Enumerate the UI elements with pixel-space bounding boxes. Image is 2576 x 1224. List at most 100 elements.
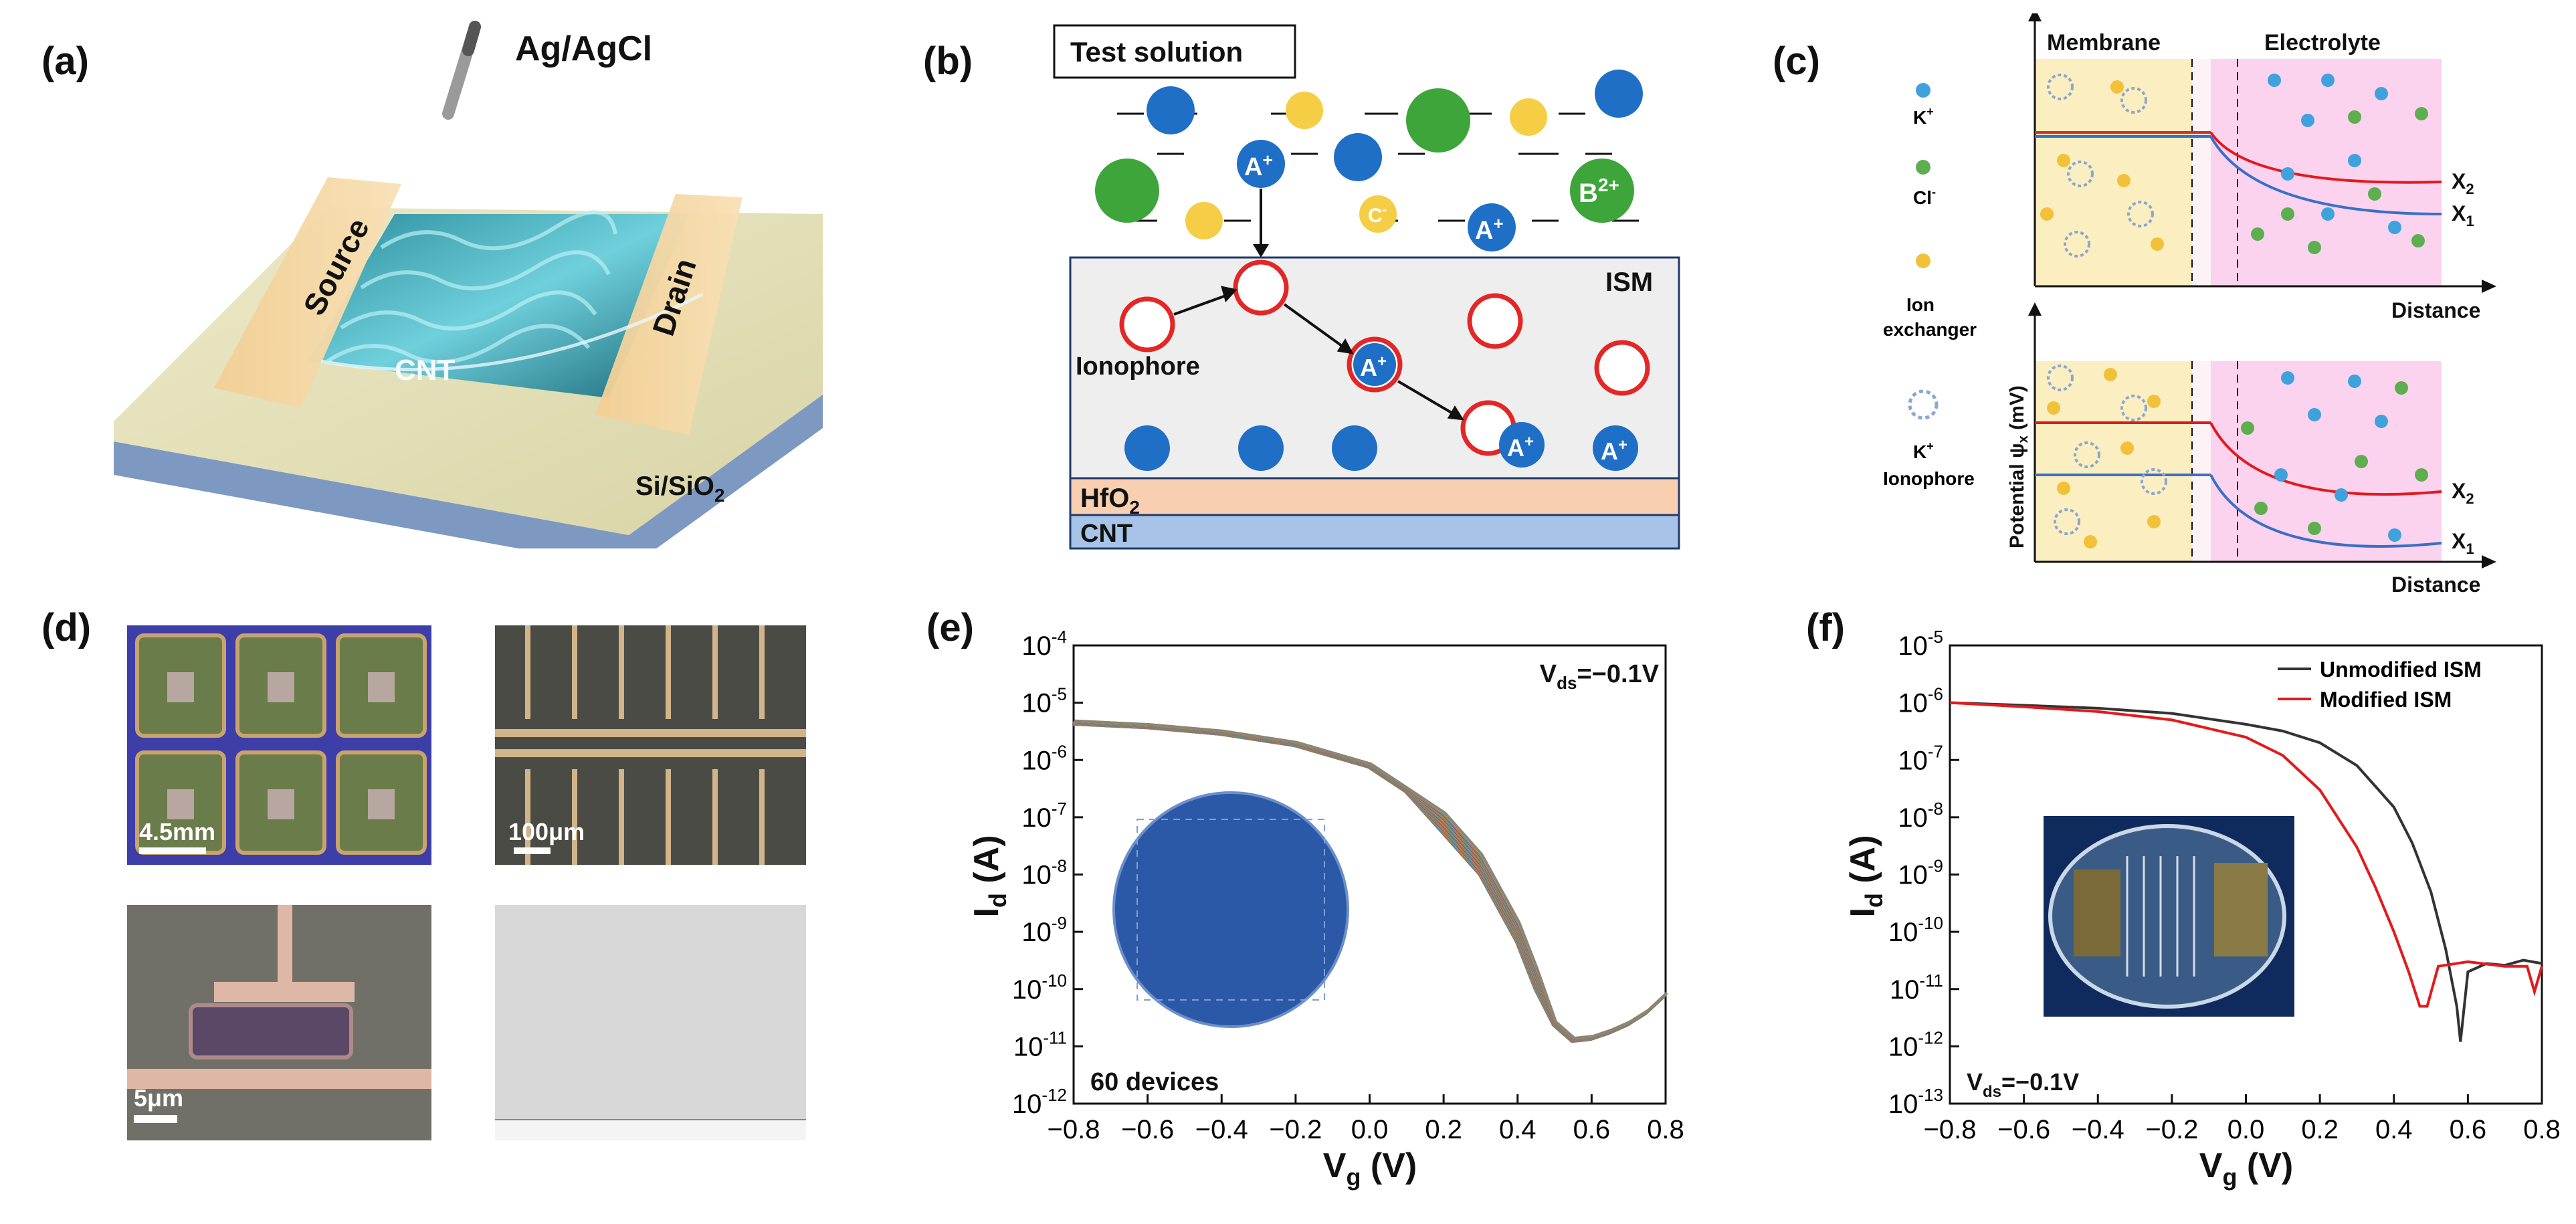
ionophore (1467, 293, 1523, 349)
ion-a-plus (1593, 425, 1638, 471)
y-tick-label: 10-5 (1898, 627, 1943, 661)
y-tick-label: 10-12 (1012, 1085, 1067, 1119)
y-tick-label: 10-10 (1012, 971, 1067, 1005)
series-line-modified (1949, 701, 2543, 1008)
test-solution-title: Test solution (1070, 36, 1243, 68)
svg-text:X1: X1 (2452, 201, 2474, 229)
solution-ion (1595, 70, 1643, 118)
y-tick-label: 10-8 (1021, 856, 1067, 890)
panel-label-e: (e) (926, 606, 974, 649)
panel-label-c: (c) (1773, 39, 1820, 83)
hfo2-layer (1069, 477, 1680, 516)
cnt-label: CNT (395, 354, 456, 387)
x-tick-label: −0.4 (2072, 1115, 2124, 1144)
y-tick-label: 10-6 (1021, 741, 1067, 775)
chart-e-devices-annotation: 60 devices (1090, 1068, 1219, 1096)
x-tick-label: 0.0 (2227, 1115, 2265, 1144)
chart-f-ylabel: Id (A) (1844, 835, 1888, 917)
electrolyte-region-top (2211, 59, 2442, 286)
ism-label: ISM (1605, 268, 1653, 297)
ion-a-plus (1353, 343, 1396, 386)
svg-text:K+: K+ (1913, 105, 1934, 128)
solution-ion (1406, 88, 1470, 152)
x1-curve-top (2209, 136, 2442, 215)
x-tick-label: 0.8 (2523, 1115, 2561, 1144)
device-curve (1074, 719, 1668, 1040)
panel-f-chart: 10-5 10-6 10-7 10-8 10-9 10-10 10-11 10-12 10-13… (1844, 627, 2561, 1191)
x-tick-label: −0.6 (1997, 1115, 2050, 1144)
legend-label-unmodified: Unmodified ISM (2320, 657, 2482, 682)
ion-a-plus (1499, 422, 1545, 468)
y-tick-label: 10-4 (1021, 627, 1067, 661)
micrograph-electrode-array: 100μm (495, 625, 806, 865)
source-electrode (214, 177, 401, 408)
x1-curve-bottom (2209, 474, 2442, 548)
panel-label-f: (f) (1806, 606, 1845, 649)
y-tick-label: 10-11 (1013, 1027, 1067, 1061)
chart-e-ylabel: Id (A) (967, 835, 1011, 917)
legend-k-dot (1916, 83, 1930, 98)
x-tick-label: −0.2 (2145, 1115, 2198, 1144)
x-axis-top: Distance (2391, 298, 2480, 322)
x2-curve-bottom (2209, 422, 2442, 496)
ion-c-minus (1359, 195, 1397, 233)
x-tick-label: 0.4 (1499, 1115, 1537, 1144)
svg-text:X2: X2 (2452, 169, 2474, 197)
y-tick-label: 10-6 (1898, 684, 1943, 718)
micrograph-sem-cnt-network (495, 905, 806, 1140)
x-tick-label: 0.8 (1647, 1115, 1684, 1144)
svg-text:C-: C- (1368, 203, 1387, 227)
legend-ion-exchanger: Ion (1906, 294, 1935, 315)
scale-bar-label-1: 4.5mm (139, 818, 216, 845)
x-tick-label: 0.6 (1573, 1115, 1611, 1144)
ionophore-label: Ionophore (1076, 352, 1200, 381)
svg-text:A+: A+ (1360, 352, 1387, 381)
x-axis-bottom: Distance (2391, 573, 2480, 595)
y-tick-label: 10-8 (1898, 799, 1943, 833)
membrane-label: Membrane (2047, 30, 2161, 56)
x-tick-label: −0.8 (1924, 1115, 1977, 1144)
scale-bar-label-2: 100μm (508, 818, 585, 845)
y-tick-label: 10-5 (1021, 684, 1067, 718)
micrograph-device-array: 4.5mm (127, 625, 431, 865)
svg-text:Ionophore: Ionophore (1883, 468, 1975, 489)
svg-text:X1: X1 (2452, 529, 2474, 557)
cnt-layer (1069, 514, 1680, 550)
y-axis-label: Potential ψx (mV) (2006, 385, 2031, 548)
y-tick-label: 10-11 (1890, 971, 1943, 1005)
y-tick-label: 10-12 (1888, 1027, 1943, 1061)
cnt-layer-label: CNT (1080, 520, 1132, 548)
ionophore (1119, 296, 1175, 352)
ism-ion (1124, 425, 1170, 471)
membrane-region-top (2035, 59, 2192, 286)
solution-ion (1147, 86, 1195, 134)
ism-ion (1332, 425, 1377, 471)
ionophore (1594, 340, 1650, 396)
legend-ion-exchanger-dot (1916, 253, 1930, 268)
sensor-photo-inset (2044, 816, 2294, 1017)
legend-cl-dot (1916, 160, 1930, 175)
y-tick-label: 10-7 (1898, 741, 1943, 775)
svg-text:B2+: B2+ (1579, 175, 1619, 208)
svg-text:A+: A+ (1244, 150, 1273, 181)
svg-text:exchanger: exchanger (1883, 319, 1977, 340)
ism-ion (1238, 425, 1284, 471)
panel-a-device-illustration: Ag/AgCl Source Drain CNT Si/SiO2 (114, 21, 823, 548)
x-tick-label: −0.6 (1121, 1115, 1174, 1144)
y-tick-label: 10-10 (1888, 913, 1943, 947)
hfo2-label: HfO2 (1080, 484, 1140, 518)
chart-f-xlabel: Vg (V) (2199, 1146, 2293, 1191)
solution-ion (1510, 98, 1547, 136)
ionophore (1233, 260, 1289, 316)
solution-ion (1185, 202, 1223, 239)
panel-e-chart: 10-410-510-610-710-810-910-1010-1110-12 … (967, 627, 1684, 1191)
x-tick-label: −0.4 (1195, 1115, 1248, 1144)
drain-electrode (595, 194, 742, 435)
wafer-photo-inset (1112, 791, 1349, 1028)
x-tick-label: 0.2 (2301, 1115, 2339, 1144)
x-tick-label: −0.2 (1269, 1115, 1322, 1144)
solution-ion (1095, 159, 1159, 223)
electrolyte-region-bottom (2211, 361, 2442, 562)
scale-bar-label-3: 5μm (134, 1084, 184, 1112)
test-solution-box (1053, 24, 1296, 79)
